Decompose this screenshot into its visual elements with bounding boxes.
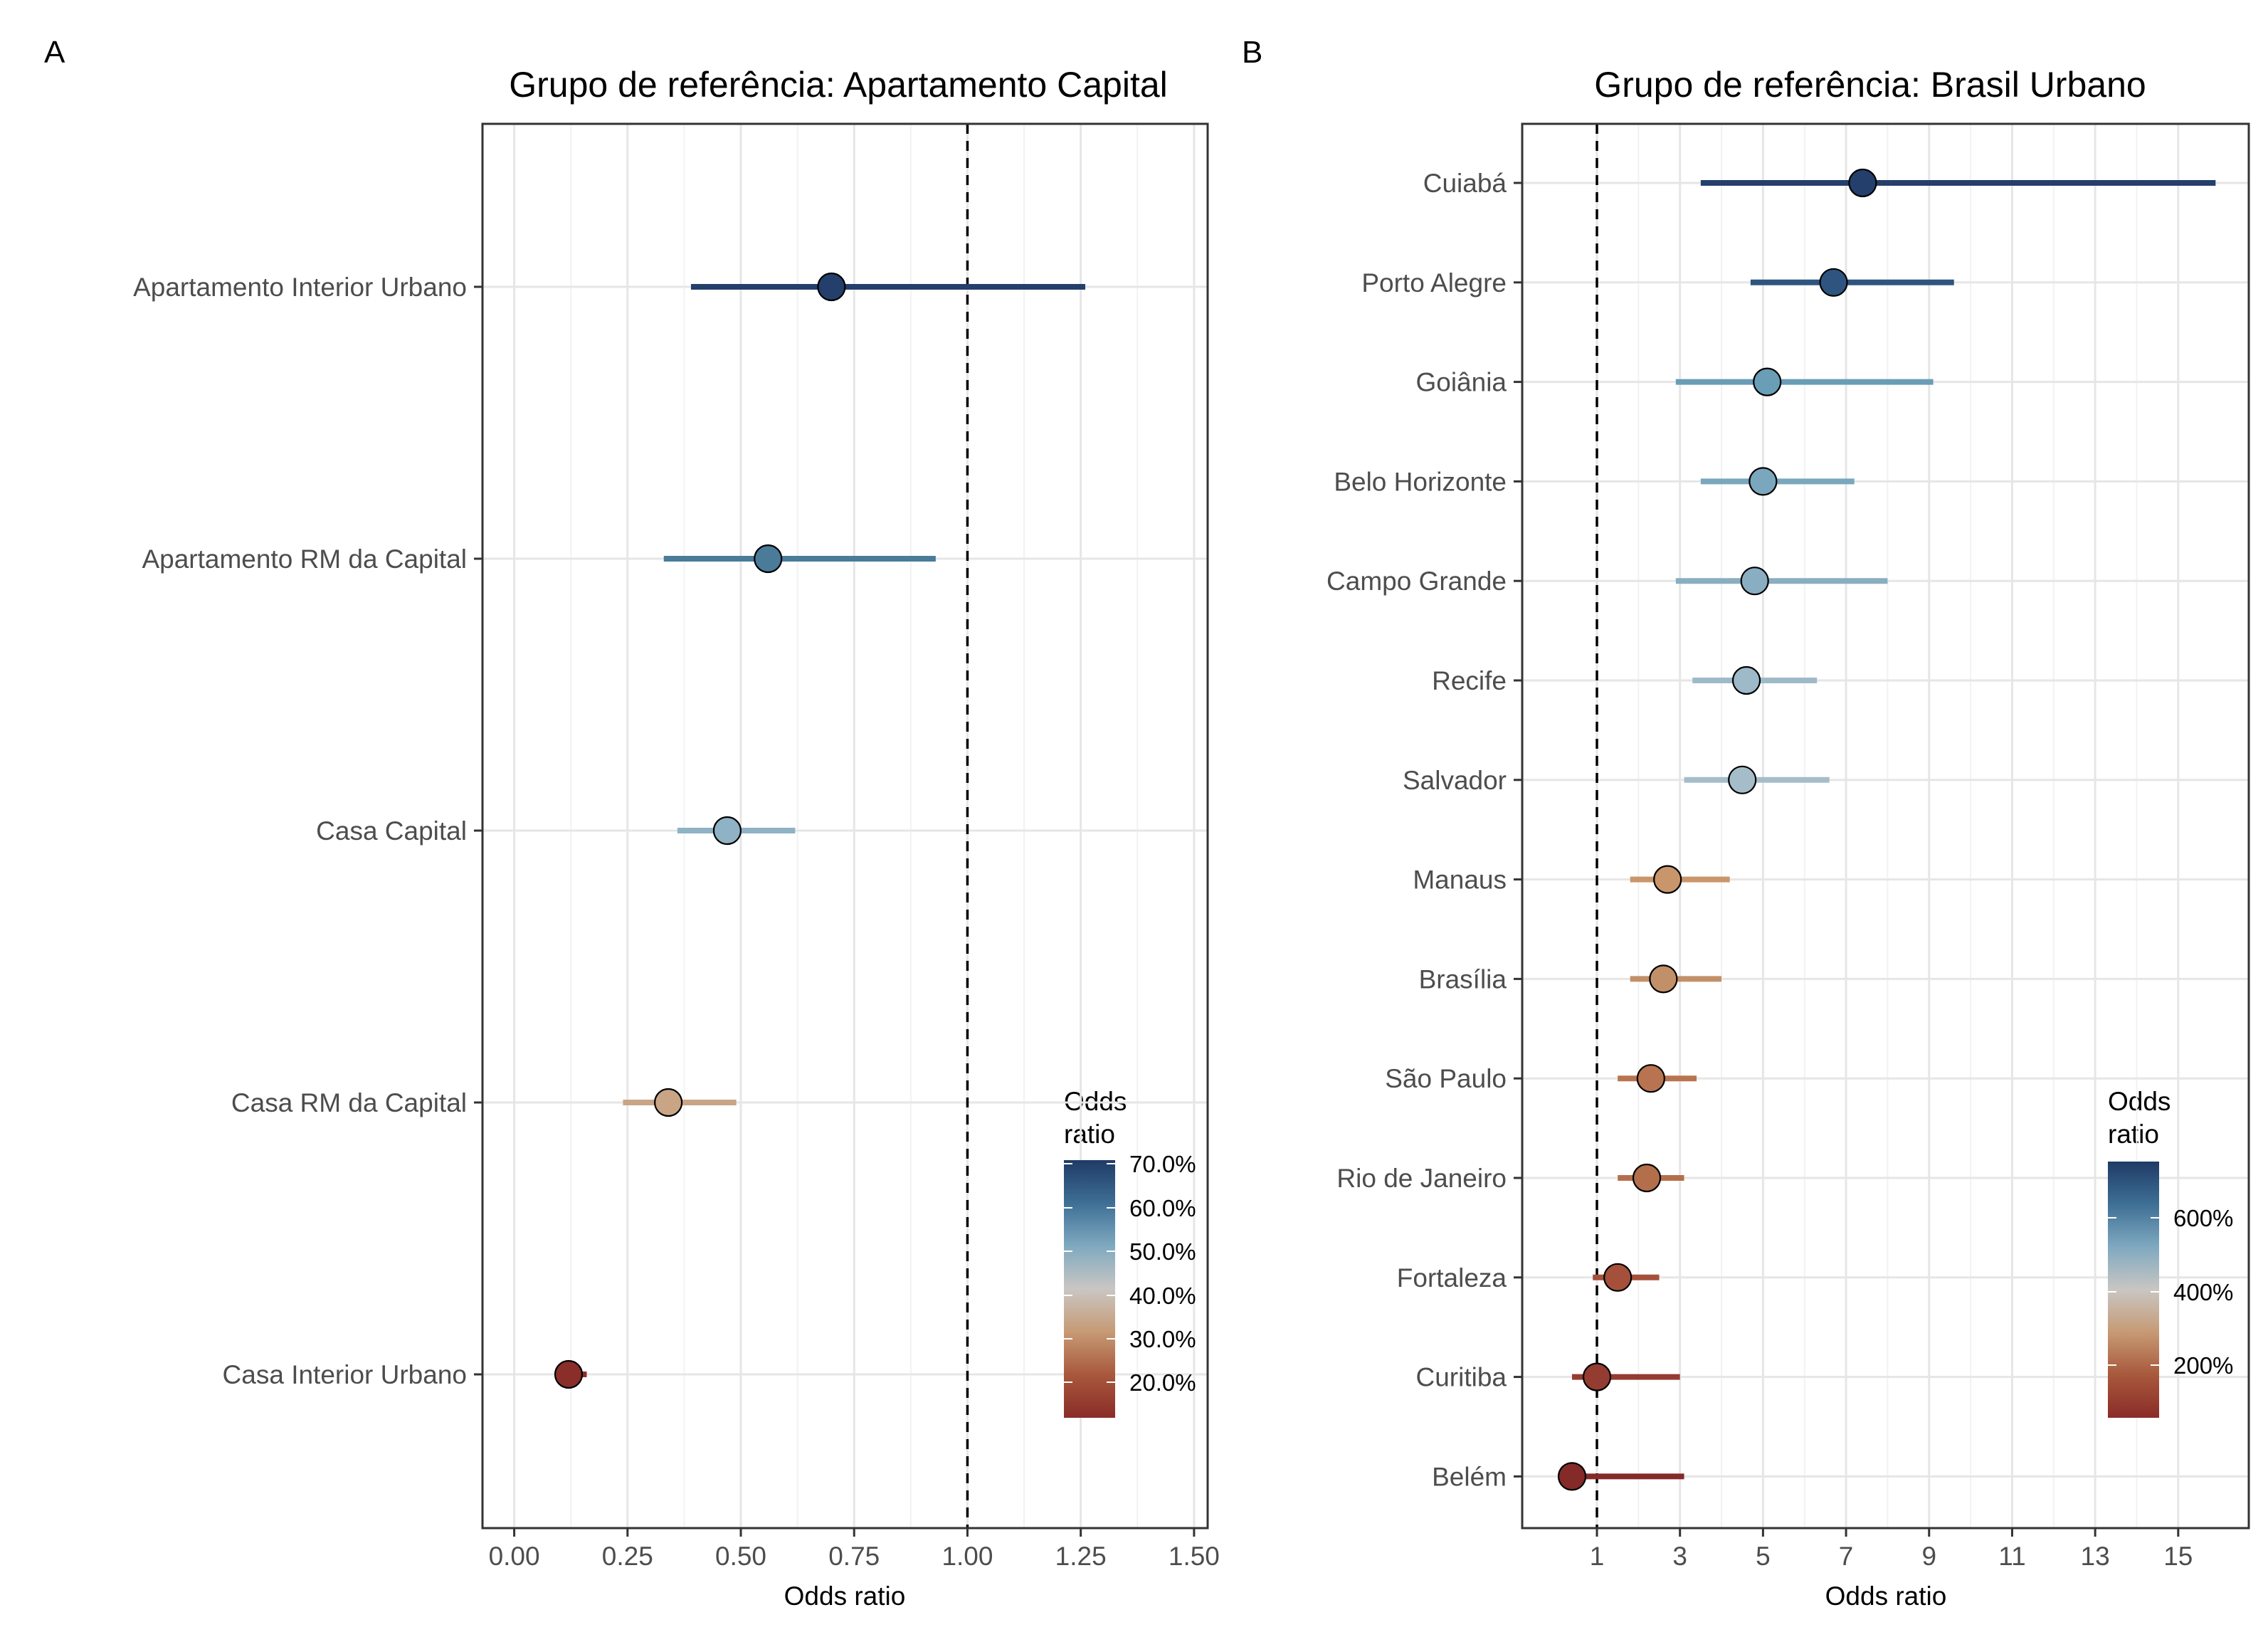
panel-b-x-tick-label: 15 xyxy=(2163,1542,2193,1571)
panel-a-y-label-apartamento-interior-urbano: Apartamento Interior Urbano xyxy=(133,273,467,302)
panel-a-legend-title-line-2: ratio xyxy=(1064,1120,1115,1149)
panel-b-point-sao-paulo xyxy=(1636,1064,1665,1093)
panel-b-y-label-fortaleza: Fortaleza xyxy=(1397,1263,1507,1293)
panel-b-x-tick-label: 5 xyxy=(1756,1542,1771,1571)
panel-a-x-axis-title: Odds ratio xyxy=(784,1581,906,1611)
panel-a-point-apartamento-rm-da-capital xyxy=(754,544,783,574)
panel-b-y-label-cuiaba: Cuiabá xyxy=(1423,169,1507,198)
panel-a-x-tick-label: 1.00 xyxy=(942,1542,993,1571)
panel-a-x-tick-label: 0.50 xyxy=(715,1542,766,1571)
panel-b-y-label-campo-grande: Campo Grande xyxy=(1326,567,1507,596)
panel-b-x-tick-label: 3 xyxy=(1672,1542,1687,1571)
panel-b-y-label-rio-de-janeiro: Rio de Janeiro xyxy=(1336,1164,1507,1193)
panel-a-legend-label: 70.0% xyxy=(1129,1151,1196,1177)
panel-b-legend-title-line-2: ratio xyxy=(2108,1120,2159,1149)
panel-b-y-label-recife: Recife xyxy=(1432,666,1507,695)
panel-b-y-label-goiania: Goiânia xyxy=(1415,368,1507,397)
panel-b-point-salvador xyxy=(1728,765,1757,794)
panel-a-legend-label: 30.0% xyxy=(1129,1326,1196,1352)
panel-b-x-tick-label: 9 xyxy=(1921,1542,1936,1571)
panel-a-y-label-casa-interior-urbano: Casa Interior Urbano xyxy=(223,1360,467,1389)
panel-b-point-porto-alegre xyxy=(1819,268,1848,297)
panel-b-point-belo-horizonte xyxy=(1749,467,1778,496)
panel-a-panel-border xyxy=(481,122,1209,1530)
panel-b-point-rio-de-janeiro xyxy=(1632,1163,1662,1193)
panel-b-point-manaus xyxy=(1653,865,1682,894)
panel-a-point-casa-rm-da-capital xyxy=(654,1088,683,1117)
panel-b-y-label-salvador: Salvador xyxy=(1403,766,1507,795)
panel-a-x-tick-label: 0.00 xyxy=(489,1542,540,1571)
panel-b-y-label-belem: Belém xyxy=(1432,1462,1507,1491)
panel-b-panel-border xyxy=(1521,122,2250,1530)
panel-b-point-recife xyxy=(1731,665,1761,695)
panel-b-legend-label: 400% xyxy=(2173,1279,2233,1305)
panel-b-legend-title-line-1: Odds xyxy=(2108,1087,2171,1116)
panel-b-x-tick-label: 11 xyxy=(1998,1542,2025,1571)
panel-b: B Grupo de referência: Brasil Urbano Odd… xyxy=(1242,35,2250,1611)
panel-b-point-goiania xyxy=(1753,367,1782,396)
panel-b-y-label-brasilia: Brasília xyxy=(1419,964,1507,994)
panel-a-point-casa-interior-urbano xyxy=(554,1359,584,1389)
panel-b-point-belem xyxy=(1557,1462,1587,1491)
panel-a-title: Grupo de referência: Apartamento Capital xyxy=(509,65,1168,105)
panel-a-x-tick-label: 1.50 xyxy=(1169,1542,1220,1571)
panel-b-y-label-manaus: Manaus xyxy=(1413,865,1507,895)
panel-a-legend-label: 60.0% xyxy=(1129,1195,1196,1221)
panel-b-y-label-curitiba: Curitiba xyxy=(1416,1363,1507,1392)
panel-a: A Grupo de referência: Apartamento Capit… xyxy=(44,35,1220,1611)
panel-a-point-casa-capital xyxy=(712,816,742,846)
panel-b-legend-label: 200% xyxy=(2173,1352,2233,1379)
panel-b-y-label-sao-paulo: São Paulo xyxy=(1385,1064,1507,1093)
panel-a-x-tick-label: 0.75 xyxy=(828,1542,880,1571)
panel-b-point-fortaleza xyxy=(1603,1263,1633,1292)
panel-a-legend-colorbar xyxy=(1064,1160,1115,1418)
panel-b-x-tick-label: 13 xyxy=(2081,1542,2110,1571)
panel-b-y-label-porto-alegre: Porto Alegre xyxy=(1361,268,1507,298)
panel-a-legend-label: 40.0% xyxy=(1129,1283,1196,1309)
panel-b-x-axis-title: Odds ratio xyxy=(1825,1581,1947,1611)
panel-a-legend-label: 20.0% xyxy=(1129,1369,1196,1396)
panel-a-x-tick-label: 1.25 xyxy=(1055,1542,1107,1571)
panel-b-y-label-belo-horizonte: Belo Horizonte xyxy=(1334,467,1507,496)
panel-b-tag: B xyxy=(1242,35,1262,70)
panel-a-point-apartamento-interior-urbano xyxy=(817,272,846,302)
panel-a-tag: A xyxy=(44,35,65,70)
panel-b-legend-label: 600% xyxy=(2173,1205,2233,1231)
panel-b-title: Grupo de referência: Brasil Urbano xyxy=(1594,65,2146,105)
panel-b-legend-colorbar xyxy=(2108,1162,2159,1418)
panel-b-x-tick-label: 1 xyxy=(1590,1542,1605,1571)
panel-b-point-brasilia xyxy=(1649,964,1678,994)
panel-b-grid xyxy=(1522,124,2249,1528)
panel-a-y-label-apartamento-rm-da-capital: Apartamento RM da Capital xyxy=(142,544,467,574)
panel-a-x-tick-label: 0.25 xyxy=(602,1542,653,1571)
panel-b-point-campo-grande xyxy=(1740,567,1769,596)
panel-b-point-cuiaba xyxy=(1848,168,1877,198)
panel-b-x-tick-label: 7 xyxy=(1839,1542,1854,1571)
panel-b-point-curitiba xyxy=(1582,1362,1612,1391)
panel-a-y-label-casa-capital: Casa Capital xyxy=(316,816,467,846)
panel-a-legend-label: 50.0% xyxy=(1129,1238,1196,1265)
panel-a-y-label-casa-rm-da-capital: Casa RM da Capital xyxy=(231,1088,467,1117)
